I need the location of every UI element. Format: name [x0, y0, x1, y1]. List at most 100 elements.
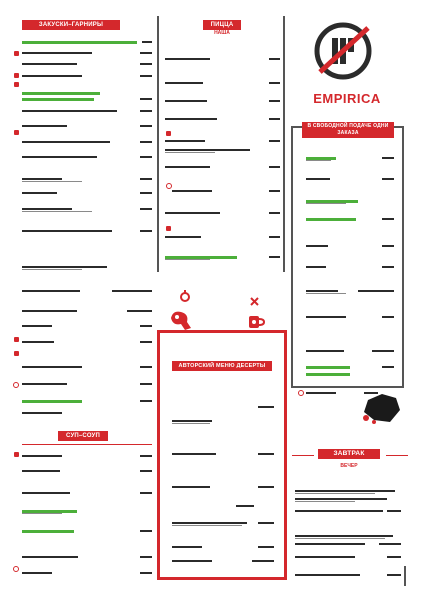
chili-icon: [13, 382, 19, 388]
bullet-icon: [14, 82, 19, 87]
list-item: [165, 256, 280, 262]
list-item: [172, 486, 274, 492]
list-item: [165, 118, 280, 124]
bullet-icon: [14, 337, 19, 342]
list-item: [295, 510, 403, 516]
list-item: [165, 149, 280, 155]
list-item: [22, 290, 152, 296]
list-item: [306, 218, 394, 224]
list-item: [306, 200, 394, 206]
list-item: [172, 522, 274, 528]
list-item: [172, 190, 280, 196]
list-item: [306, 266, 394, 272]
list-item: [295, 498, 403, 504]
section-divider: [292, 455, 314, 456]
list-item: [172, 420, 274, 426]
list-item: [306, 157, 394, 163]
bullet-icon: [14, 51, 19, 56]
hand-icon: [167, 306, 195, 332]
list-item: [22, 412, 152, 418]
section-banner-pizza: ПИЦЦА: [203, 20, 241, 30]
list-item: [22, 266, 152, 272]
list-item: [22, 492, 152, 498]
section-banner-right: В СВОБОДНОЙ ПОДАЧЕ ОДНИ ЗАКАЗА: [302, 122, 394, 138]
section-subtitle: ВЕЧЕР: [340, 463, 358, 469]
column-divider: [283, 16, 285, 272]
list-item: [22, 125, 152, 131]
list-item: [22, 400, 152, 406]
signature-menu-box: [157, 330, 287, 580]
cup-icon: [246, 313, 266, 331]
list-item: [22, 341, 152, 347]
logo-emblem-icon: [312, 20, 374, 82]
list-item: [22, 455, 152, 461]
bullet-icon: [14, 130, 19, 135]
bullet-icon: [166, 131, 171, 136]
list-item: [295, 543, 403, 549]
list-item: [306, 392, 394, 398]
bullet-icon: [166, 226, 171, 231]
list-item: [172, 406, 274, 412]
decor-splash-icon: [360, 388, 404, 428]
list-item: [22, 110, 152, 116]
brand-name: EMPIRICA: [313, 91, 381, 106]
list-item: [22, 63, 152, 69]
list-item: [22, 510, 152, 516]
list-item: [306, 316, 394, 322]
list-item: [22, 52, 152, 58]
list-item: [295, 535, 403, 541]
list-item: [165, 140, 280, 146]
cross-icon: [250, 293, 259, 306]
column-divider: [404, 566, 406, 586]
list-item: [165, 82, 280, 88]
list-item: [22, 530, 152, 536]
section-divider: [386, 455, 408, 456]
list-item: [22, 572, 152, 578]
column-divider: [157, 16, 159, 272]
list-item: [172, 453, 274, 459]
list-item: [22, 192, 152, 198]
list-item: [22, 75, 152, 81]
list-item: [165, 100, 280, 106]
list-item: [22, 470, 152, 476]
section-banner-signature: АВТОРСКИЙ МЕНЮ ДЕСЕРТЫ: [172, 361, 272, 371]
chili-icon: [166, 183, 172, 189]
list-item: [306, 245, 394, 251]
section-banner-snacks: ЗАКУСКИ–ГАРНИРЫ: [22, 20, 120, 30]
list-item: [295, 574, 403, 580]
list-item: [22, 556, 152, 562]
list-item: [295, 556, 403, 562]
section-banner-breakfast: ЗАВТРАК: [318, 449, 380, 459]
list-item: [306, 178, 394, 184]
section-subtitle: НАША: [214, 30, 230, 36]
bullet-icon: [14, 351, 19, 356]
bullet-icon: [14, 73, 19, 78]
right-menu-box: [291, 126, 404, 388]
list-item: [22, 92, 152, 98]
list-item: [22, 41, 152, 47]
list-item: [306, 366, 394, 372]
list-item: [22, 156, 152, 162]
list-item: [165, 58, 280, 64]
list-item: [165, 212, 280, 218]
list-item: [306, 350, 394, 356]
list-item: [306, 290, 394, 296]
list-item: [22, 208, 152, 214]
list-item: [22, 230, 152, 236]
chili-icon: [13, 566, 19, 572]
list-item: [22, 98, 152, 104]
list-item: [165, 166, 280, 172]
list-item: [165, 236, 280, 242]
bullet-icon: [14, 452, 19, 457]
list-item: [22, 325, 152, 331]
list-item: [22, 141, 152, 147]
list-item: [172, 560, 274, 566]
section-divider: [22, 444, 152, 445]
list-item: [295, 490, 403, 496]
list-item: [22, 178, 152, 184]
list-item: [172, 546, 274, 552]
section-banner-soup: СУП–СОУП: [58, 431, 108, 441]
list-item: [306, 373, 394, 379]
list-item: [172, 505, 274, 511]
pepper-icon: [178, 290, 192, 304]
